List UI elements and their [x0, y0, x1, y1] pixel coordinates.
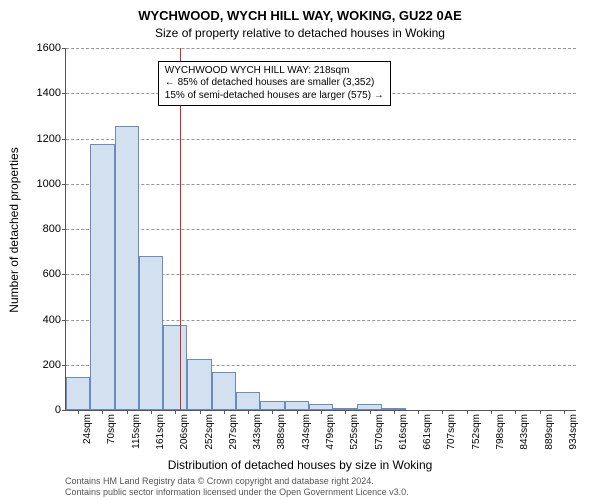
x-tick-label: 934sqm: [568, 414, 579, 450]
x-tick-mark: [564, 410, 565, 414]
x-tick-mark: [78, 410, 79, 414]
x-tick-mark: [370, 410, 371, 414]
x-tick-label: 798sqm: [495, 414, 506, 450]
x-tick-label: 206sqm: [179, 414, 190, 450]
y-tick-mark: [62, 365, 66, 366]
x-tick-mark: [394, 410, 395, 414]
annotation-box: WYCHWOOD WYCH HILL WAY: 218sqm← 85% of d…: [158, 61, 391, 107]
chart-title-main: WYCHWOOD, WYCH HILL WAY, WOKING, GU22 0A…: [0, 8, 600, 23]
y-axis-label: Number of detached properties: [7, 147, 21, 312]
x-tick-label: 24sqm: [82, 414, 93, 444]
y-tick-label: 1600: [37, 42, 61, 54]
histogram-bar: [66, 377, 90, 410]
x-tick-mark: [418, 410, 419, 414]
x-tick-mark: [442, 410, 443, 414]
x-tick-mark: [224, 410, 225, 414]
x-tick-mark: [515, 410, 516, 414]
x-tick-mark: [127, 410, 128, 414]
histogram-bar: [90, 144, 114, 410]
gridline-h: [66, 229, 576, 230]
histogram-bar: [212, 372, 236, 410]
x-tick-label: 70sqm: [106, 414, 117, 444]
y-tick-label: 1000: [37, 178, 61, 190]
gridline-h: [66, 139, 576, 140]
x-tick-mark: [175, 410, 176, 414]
x-tick-mark: [297, 410, 298, 414]
histogram-bar: [187, 359, 211, 410]
y-tick-label: 1400: [37, 87, 61, 99]
x-tick-mark: [248, 410, 249, 414]
y-tick-label: 200: [43, 359, 61, 371]
x-tick-mark: [200, 410, 201, 414]
x-tick-label: 388sqm: [276, 414, 287, 450]
x-tick-label: 434sqm: [301, 414, 312, 450]
y-tick-label: 400: [43, 314, 61, 326]
x-tick-label: 525sqm: [349, 414, 360, 450]
x-axis-label: Distribution of detached houses by size …: [0, 458, 600, 472]
histogram-bar: [285, 401, 309, 410]
x-tick-label: 297sqm: [228, 414, 239, 450]
x-tick-label: 752sqm: [471, 414, 482, 450]
x-tick-mark: [345, 410, 346, 414]
annotation-line-3: 15% of semi-detached houses are larger (…: [165, 90, 384, 103]
x-tick-label: 889sqm: [544, 414, 555, 450]
y-tick-mark: [62, 93, 66, 94]
annotation-line-2: ← 85% of detached houses are smaller (3,…: [165, 77, 384, 90]
x-tick-label: 843sqm: [519, 414, 530, 450]
histogram-bar: [163, 325, 187, 410]
x-tick-mark: [321, 410, 322, 414]
histogram-bar: [236, 392, 260, 410]
y-tick-label: 600: [43, 268, 61, 280]
y-tick-label: 800: [43, 223, 61, 235]
gridline-h: [66, 48, 576, 49]
x-tick-label: 707sqm: [446, 414, 457, 450]
plot-area: 0200400600800100012001400160024sqm70sqm1…: [65, 48, 576, 411]
histogram-bar: [260, 401, 284, 411]
annotation-line-1: WYCHWOOD WYCH HILL WAY: 218sqm: [165, 65, 384, 78]
footer-line-1: Contains HM Land Registry data © Crown c…: [65, 476, 409, 487]
x-tick-label: 343sqm: [252, 414, 263, 450]
footer-line-2: Contains public sector information licen…: [65, 487, 409, 498]
histogram-bar: [139, 256, 163, 410]
x-tick-mark: [491, 410, 492, 414]
x-tick-mark: [540, 410, 541, 414]
x-tick-mark: [467, 410, 468, 414]
chart-container: WYCHWOOD, WYCH HILL WAY, WOKING, GU22 0A…: [0, 0, 600, 500]
y-tick-mark: [62, 139, 66, 140]
y-tick-mark: [62, 410, 66, 411]
x-tick-label: 161sqm: [155, 414, 166, 450]
y-tick-mark: [62, 229, 66, 230]
y-tick-label: 1200: [37, 133, 61, 145]
gridline-h: [66, 184, 576, 185]
y-tick-mark: [62, 48, 66, 49]
x-tick-label: 570sqm: [374, 414, 385, 450]
x-tick-label: 661sqm: [422, 414, 433, 450]
histogram-bar: [115, 126, 139, 410]
x-tick-label: 616sqm: [398, 414, 409, 450]
y-tick-mark: [62, 320, 66, 321]
x-tick-mark: [102, 410, 103, 414]
y-tick-label: 0: [55, 404, 61, 416]
y-tick-mark: [62, 184, 66, 185]
x-tick-mark: [151, 410, 152, 414]
y-tick-mark: [62, 274, 66, 275]
x-tick-label: 479sqm: [325, 414, 336, 450]
footer-note: Contains HM Land Registry data © Crown c…: [65, 476, 409, 498]
x-tick-label: 115sqm: [131, 414, 142, 449]
x-tick-label: 252sqm: [204, 414, 215, 450]
x-tick-mark: [272, 410, 273, 414]
chart-title-sub: Size of property relative to detached ho…: [0, 26, 600, 40]
